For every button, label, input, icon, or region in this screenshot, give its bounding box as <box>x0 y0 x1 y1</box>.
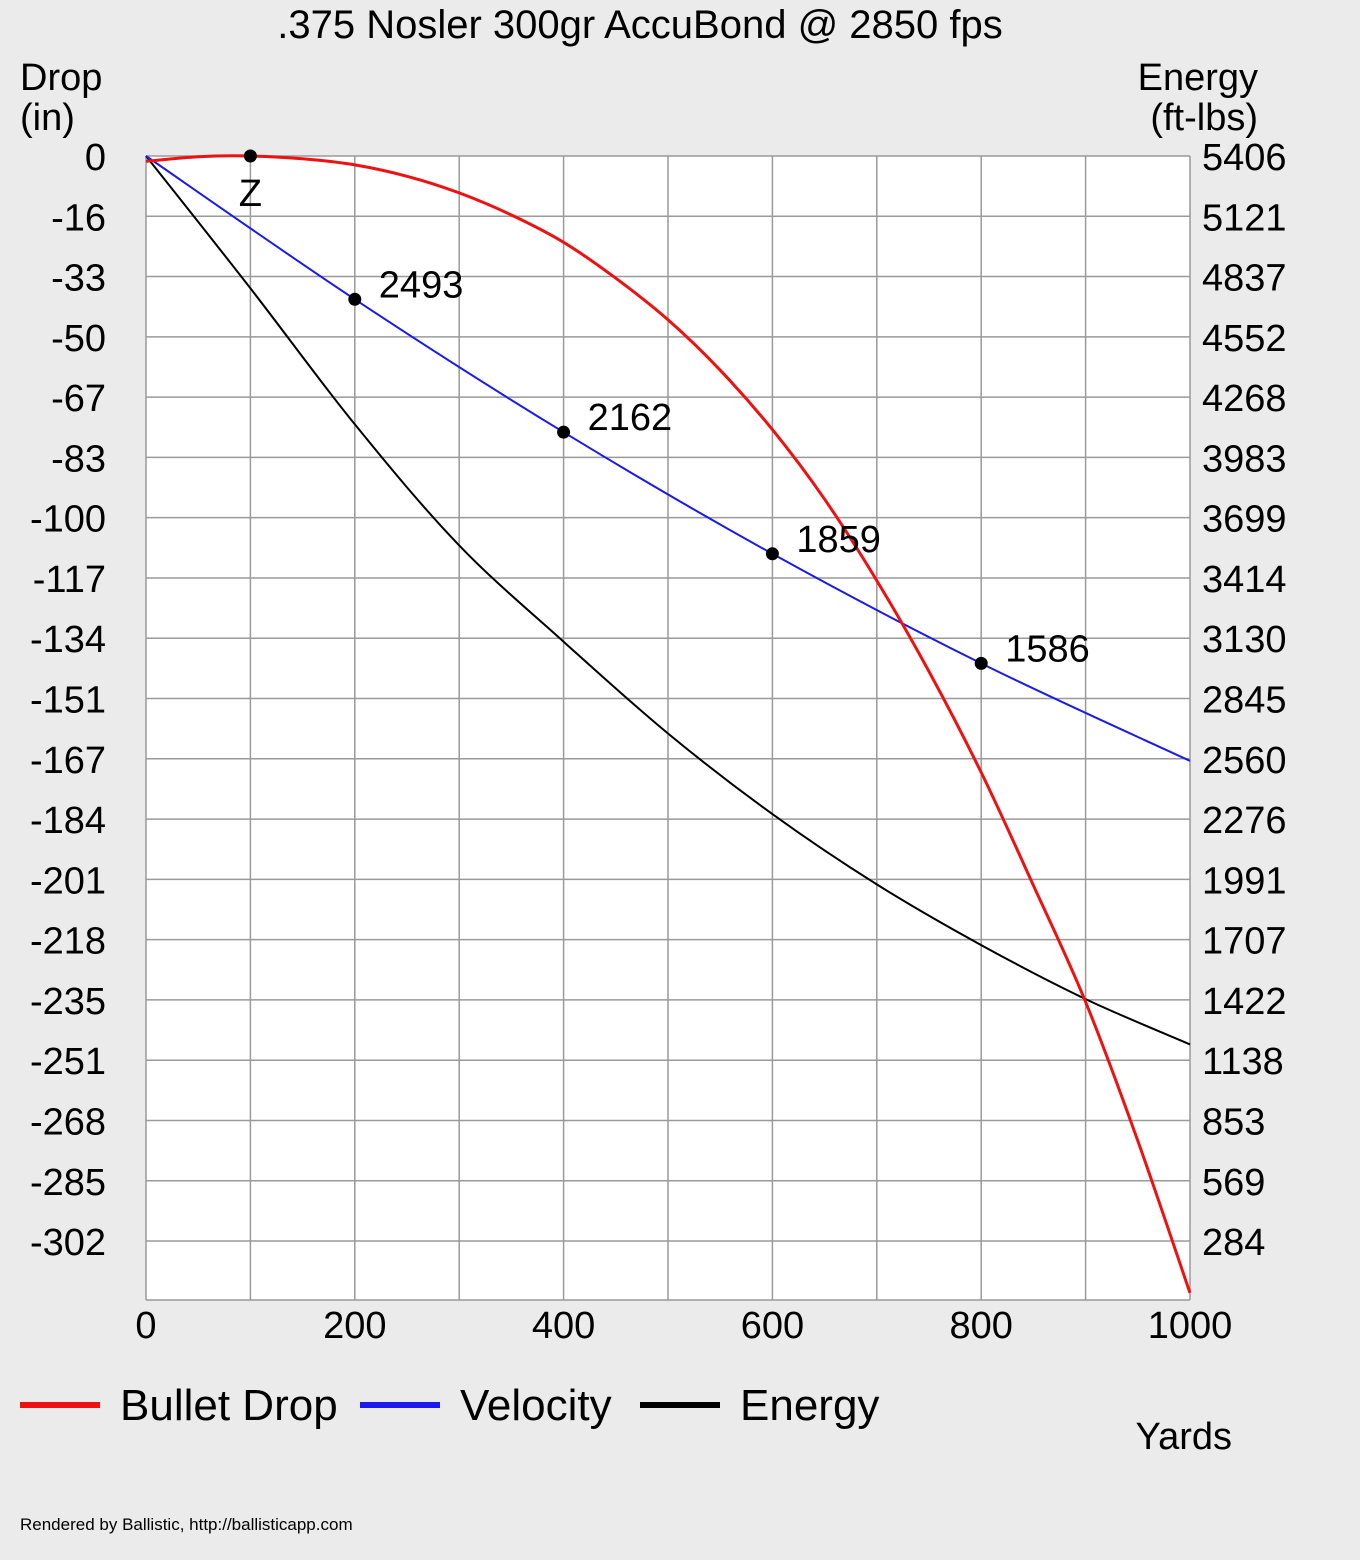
footer-credit: Rendered by Ballistic, http://ballistica… <box>20 1515 353 1534</box>
velocity-point-marker <box>765 547 779 561</box>
right-tick-label: 1422 <box>1202 981 1287 1023</box>
left-tick-label: -50 <box>51 318 106 360</box>
zero-range-label: Z <box>239 173 262 215</box>
right-tick-label: 3983 <box>1202 438 1287 480</box>
left-tick-label: -218 <box>30 921 106 963</box>
right-tick-label: 3699 <box>1202 499 1287 541</box>
left-tick-label: -201 <box>30 860 106 902</box>
series-energy-line <box>145 155 1191 1046</box>
left-tick-label: -302 <box>30 1222 106 1264</box>
left-tick-label: -100 <box>30 499 106 541</box>
right-tick-label: 4268 <box>1202 378 1287 420</box>
left-tick-label: 0 <box>85 137 106 179</box>
left-tick-label: -33 <box>51 258 106 300</box>
right-axis-label-line-1: Energy <box>1138 57 1258 99</box>
velocity-point-label: 1586 <box>1005 628 1090 670</box>
zero-range-marker <box>243 149 257 163</box>
right-tick-label: 853 <box>1202 1101 1265 1143</box>
left-tick-label: -268 <box>30 1101 106 1143</box>
series-bullet-drop-line <box>145 154 1192 1294</box>
right-tick-label: 569 <box>1202 1162 1265 1204</box>
left-tick-label: -151 <box>30 680 106 722</box>
right-tick-label: 5406 <box>1202 137 1287 179</box>
left-tick-label: -83 <box>51 438 106 480</box>
right-tick-label: 2276 <box>1202 800 1287 842</box>
velocity-point-label: 2493 <box>379 264 464 306</box>
left-tick-label: -16 <box>51 197 106 239</box>
right-axis-ticks: 5406512148374552426839833699341431302845… <box>1202 137 1287 1264</box>
right-tick-label: 1991 <box>1202 860 1287 902</box>
markers-layer: 2493 2162 1859 1586 Z <box>239 149 1090 670</box>
right-tick-label: 1707 <box>1202 921 1287 963</box>
right-tick-label: 1138 <box>1202 1041 1284 1083</box>
chart-title: .375 Nosler 300gr AccuBond @ 2850 fps <box>277 3 1003 47</box>
right-tick-label: 2560 <box>1202 740 1287 782</box>
right-tick-label: 284 <box>1202 1222 1265 1264</box>
left-axis-ticks: 0 -16 -33 -50 -67 -83 -100 -117 -134 -151 -167 -184… <box>30 137 106 1264</box>
velocity-point-marker <box>348 292 362 306</box>
x-tick-label: 0 <box>135 1305 156 1347</box>
x-tick-label: 200 <box>323 1305 386 1347</box>
left-tick-label: -167 <box>30 740 106 782</box>
right-tick-label: 3414 <box>1202 559 1287 601</box>
right-tick-label: 3130 <box>1202 619 1287 661</box>
left-tick-label: -235 <box>30 981 106 1023</box>
velocity-point-marker <box>974 656 988 670</box>
left-tick-label: -285 <box>30 1162 106 1204</box>
series-layer <box>145 154 1192 1294</box>
velocity-point-marker <box>557 425 571 439</box>
right-tick-label: 4837 <box>1202 258 1287 300</box>
x-tick-label: 600 <box>741 1305 804 1347</box>
right-axis-label-line-2: (ft-lbs) <box>1150 97 1258 139</box>
x-tick-label: 1000 <box>1148 1305 1233 1347</box>
velocity-point-label: 2162 <box>588 397 673 439</box>
left-axis-label-line-2: (in) <box>20 97 75 139</box>
left-tick-label: -67 <box>51 378 106 420</box>
left-axis-label-line-1: Drop <box>20 57 102 99</box>
left-tick-label: -134 <box>30 619 106 661</box>
velocity-point-label: 1859 <box>796 519 881 561</box>
left-tick-label: -184 <box>30 800 106 842</box>
left-tick-label: -251 <box>30 1041 106 1083</box>
right-tick-label: 2845 <box>1202 680 1287 722</box>
right-tick-label: 5121 <box>1202 197 1287 239</box>
right-tick-label: 4552 <box>1202 318 1287 360</box>
legend-label-velocity: Velocity <box>460 1381 612 1430</box>
x-axis-ticks: 0 200 400 600 800 1000 <box>135 1305 1232 1347</box>
left-tick-label: -117 <box>33 559 106 601</box>
legend-label-energy: Energy <box>740 1381 879 1430</box>
series-velocity-line <box>145 155 1191 762</box>
x-tick-label: 800 <box>949 1305 1012 1347</box>
x-axis-label: Yards <box>1136 1416 1232 1458</box>
legend-label-bullet-drop: Bullet Drop <box>120 1381 338 1430</box>
x-tick-label: 400 <box>532 1305 595 1347</box>
